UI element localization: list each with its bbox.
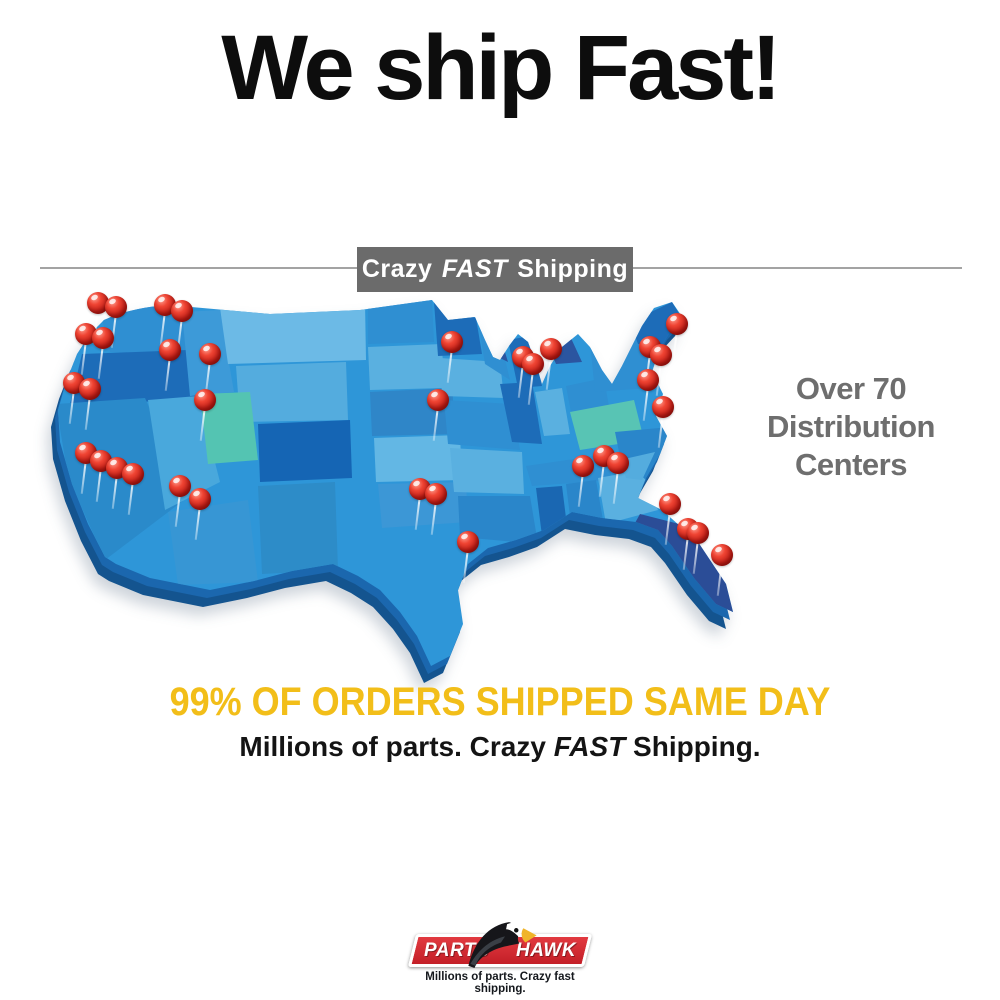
map-pin — [189, 488, 211, 540]
map-pin — [637, 369, 659, 421]
page-title: We ship Fast! — [221, 17, 781, 119]
map-pin — [171, 300, 193, 352]
map-pin — [159, 339, 181, 391]
map-pin — [687, 522, 709, 574]
map-pin — [652, 396, 674, 448]
distribution-callout: Over 70 Distribution Centers — [742, 370, 960, 483]
same-day-headline: 99% OF ORDERS SHIPPED SAME DAY — [169, 680, 831, 724]
map-pin — [427, 389, 449, 441]
logo-hawk-word: HAWK — [516, 940, 577, 961]
map-pin — [87, 292, 109, 344]
map-pin — [122, 463, 144, 515]
badge-text-emphasis: FAST — [441, 255, 508, 283]
map-pin — [169, 475, 191, 527]
map-pin — [540, 338, 562, 390]
subheadline-emphasis: FAST — [553, 731, 626, 762]
map-pin — [666, 313, 688, 365]
map-pin — [711, 544, 733, 596]
partshawk-logo: PARTS HAWK Millions of parts. Crazy fast… — [0, 918, 1000, 995]
map-pin — [650, 344, 672, 396]
hawk-head-icon — [468, 922, 537, 968]
callout-line-1: Over 70 — [795, 371, 907, 406]
sub-headline: Millions of parts. Crazy FAST Shipping. — [0, 731, 1000, 763]
map-pin — [457, 531, 479, 583]
callout-line-2: Distribution — [767, 408, 935, 444]
map-pin — [199, 343, 221, 395]
map-pin — [92, 327, 114, 379]
map-pin — [441, 331, 463, 383]
subheadline-prefix: Millions of parts. Crazy — [239, 731, 554, 762]
logo-tagline: Millions of parts. Crazy fast shipping. — [425, 971, 575, 995]
subheadline-suffix: Shipping. — [625, 731, 761, 762]
callout-line-3: Centers — [795, 446, 907, 482]
map-pin — [659, 493, 681, 545]
badge-text-suffix: Shipping — [509, 255, 629, 283]
map-pin-layer — [30, 292, 760, 692]
map-pin — [425, 483, 447, 535]
map-pin — [607, 452, 629, 504]
map-pin — [194, 389, 216, 441]
badge-text-prefix: Crazy — [361, 255, 440, 283]
usa-map-graphic — [51, 300, 733, 683]
usa-distribution-map — [30, 292, 760, 692]
map-pin — [79, 378, 101, 430]
map-pin — [105, 296, 127, 348]
map-pin — [522, 353, 544, 405]
map-pin — [572, 455, 594, 507]
logo-lockup: PARTS HAWK Millions of parts. Crazy fast… — [400, 918, 600, 995]
shipping-badge: Crazy FAST Shipping — [357, 247, 633, 292]
